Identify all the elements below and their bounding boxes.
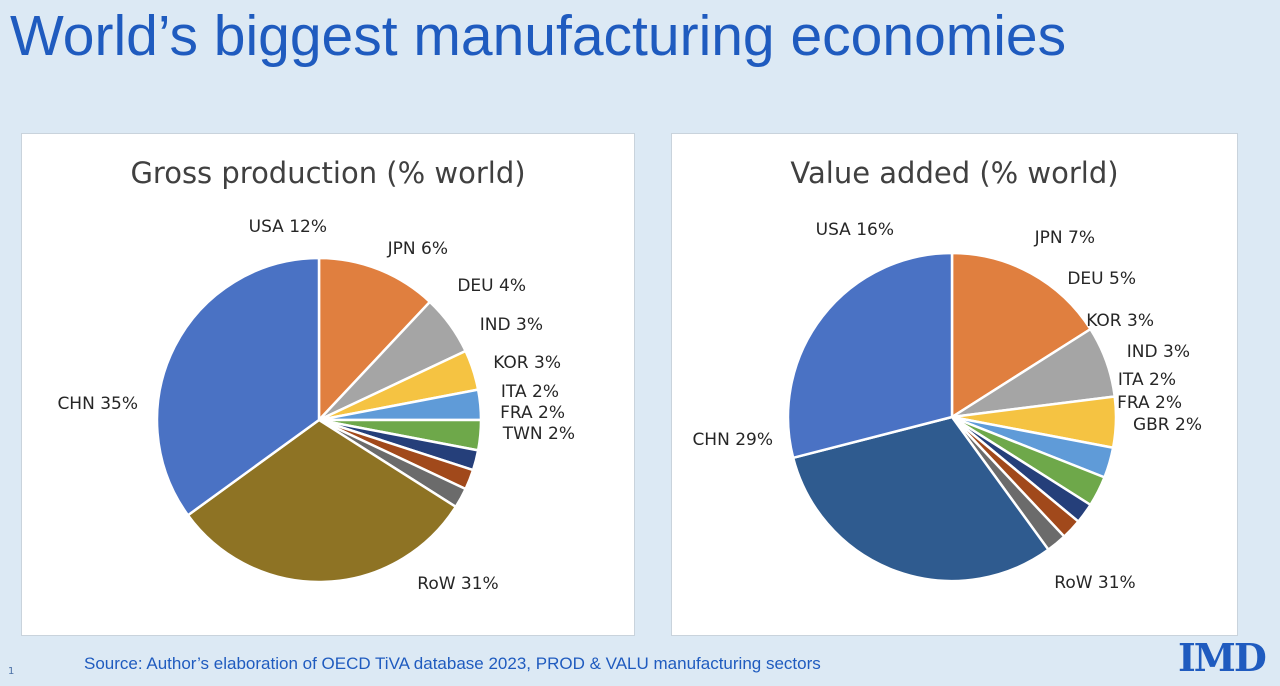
- pie-slice-row: [791, 415, 1050, 583]
- slice-label-gbr: GBR 2%: [1133, 415, 1202, 435]
- gross-production-chart: Gross production (% world) USA 12% JPN 6%…: [21, 133, 635, 636]
- slice-label-jpn: JPN 7%: [1034, 228, 1095, 248]
- slice-label-ind: IND 3%: [1127, 342, 1190, 362]
- chart-title: Gross production (% world): [130, 156, 526, 190]
- slice-label-ita: ITA 2%: [501, 382, 559, 402]
- slice-label-usa: USA 16%: [816, 220, 894, 240]
- slice-label-chn: CHN 29%: [692, 430, 773, 450]
- value-added-pie: USA 16% JPN 7% DEU 5% KOR 3% IND 3% ITA 2% FRA…: [692, 220, 1202, 593]
- pie-slice-usa: [950, 251, 1092, 419]
- pie-slice-chn: [786, 251, 954, 460]
- slice-label-deu: DEU 5%: [1067, 269, 1136, 289]
- slice-label-kor: KOR 3%: [1086, 311, 1154, 331]
- pie-slice-row: [186, 418, 458, 584]
- slice-label-fra: FRA 2%: [500, 403, 565, 423]
- slice-label-row: RoW 31%: [417, 574, 498, 594]
- chart-title: Value added (% world): [790, 156, 1119, 190]
- slice-label-kor: KOR 3%: [493, 353, 561, 373]
- page-title: World’s biggest manufacturing economies: [10, 4, 1067, 68]
- pie-slice-chn: [155, 256, 321, 517]
- gross-production-pie: USA 12% JPN 6% DEU 4% IND 3% KOR 3% ITA 2%FRA…: [57, 217, 575, 594]
- slice-label-twn: TWN 2%: [502, 424, 575, 444]
- pie-slice-usa: [317, 256, 432, 422]
- slice-label-usa: USA 12%: [249, 217, 327, 237]
- slice-label-row: RoW 31%: [1054, 573, 1135, 593]
- value-added-chart: Value added (% world) USA 16% JPN 7% DEU 5…: [671, 133, 1238, 636]
- source-note: Source: Author’s elaboration of OECD TiV…: [84, 654, 821, 673]
- slide-number: 1: [8, 666, 15, 677]
- slice-label-ita: ITA 2%: [1118, 370, 1176, 390]
- slice-label-fra: FRA 2%: [1117, 393, 1182, 413]
- slice-label-deu: DEU 4%: [457, 276, 526, 296]
- slice-label-ind: IND 3%: [480, 315, 543, 335]
- imd-logo: IMD: [1178, 635, 1267, 680]
- slice-label-jpn: JPN 6%: [387, 239, 448, 259]
- slice-label-chn: CHN 35%: [57, 394, 138, 414]
